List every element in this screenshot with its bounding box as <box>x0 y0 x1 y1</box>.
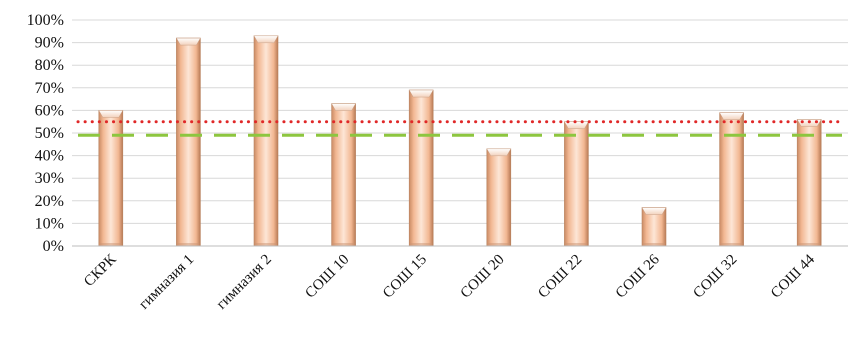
x-category-label: гимназия 1 <box>136 252 197 313</box>
y-tick-label: 30% <box>35 170 64 187</box>
x-category-label: СОШ 10 <box>302 252 352 302</box>
x-category-label: СОШ 26 <box>613 251 663 301</box>
x-category-label: СОШ 20 <box>458 252 508 302</box>
bars <box>98 35 822 247</box>
bar-base-shadow <box>99 243 122 246</box>
bar-body <box>564 121 589 247</box>
y-tick-label: 0% <box>43 238 64 255</box>
x-category-label: СОШ 44 <box>768 251 818 301</box>
bar-base-shadow <box>332 243 355 246</box>
bar-cap <box>175 37 201 46</box>
bar-base-shadow <box>798 243 821 246</box>
bar-body <box>98 110 124 247</box>
bar-cap <box>563 121 589 129</box>
y-tick-label: 90% <box>35 35 64 52</box>
bar <box>486 148 512 247</box>
bar-base-shadow <box>410 243 433 246</box>
bar-body <box>331 103 356 247</box>
bar-cap <box>719 112 745 120</box>
bar <box>98 110 124 247</box>
bar <box>719 112 745 247</box>
x-category-label: СОШ 22 <box>535 252 585 302</box>
bar-body <box>796 119 822 247</box>
bar-base-shadow <box>255 243 277 246</box>
y-tick-label: 60% <box>35 102 64 119</box>
bar-cap <box>253 35 279 44</box>
bar <box>408 89 434 247</box>
bar <box>796 119 822 247</box>
x-category-label: СКРК <box>81 251 120 290</box>
y-tick-label: 40% <box>35 148 64 165</box>
gridlines <box>72 19 848 224</box>
y-tick-label: 10% <box>35 215 64 232</box>
bar-body <box>719 112 744 247</box>
x-axis-category-labels: СКРК гимназия 1 гимназия 2 СОШ 10 СОШ 15 СОШ … <box>81 251 818 313</box>
y-tick-label: 70% <box>35 80 64 97</box>
y-tick-label: 50% <box>35 125 64 142</box>
bar-cap <box>331 103 357 111</box>
bar <box>331 103 357 247</box>
bar <box>563 121 589 247</box>
bar-body <box>486 148 512 247</box>
bar <box>175 37 201 247</box>
bar-body <box>253 35 279 247</box>
bar-cap <box>486 148 512 157</box>
bar-base-shadow <box>720 243 743 246</box>
bar-cap <box>641 207 667 215</box>
bar-base-shadow <box>565 243 588 246</box>
bar-base-shadow <box>487 243 510 246</box>
x-category-label: СОШ 32 <box>690 252 740 302</box>
x-category-label: СОШ 15 <box>380 252 430 302</box>
bar <box>641 207 667 247</box>
bar <box>253 35 279 247</box>
x-category-label: гимназия 2 <box>214 252 275 313</box>
bar-body <box>176 37 201 247</box>
y-tick-label: 80% <box>35 57 64 74</box>
bar-base-shadow <box>643 243 665 246</box>
y-axis-tick-labels: 0% 10% 20% 30% 40% 50% 60% 70% 80% 90% 100% <box>27 12 64 255</box>
y-tick-label: 100% <box>27 12 64 29</box>
y-tick-label: 20% <box>35 193 64 210</box>
bar-cap <box>408 89 434 98</box>
bar-cap <box>98 110 124 118</box>
bar-base-shadow <box>177 243 200 246</box>
reference-lines <box>76 120 844 137</box>
bar-body <box>408 89 434 247</box>
